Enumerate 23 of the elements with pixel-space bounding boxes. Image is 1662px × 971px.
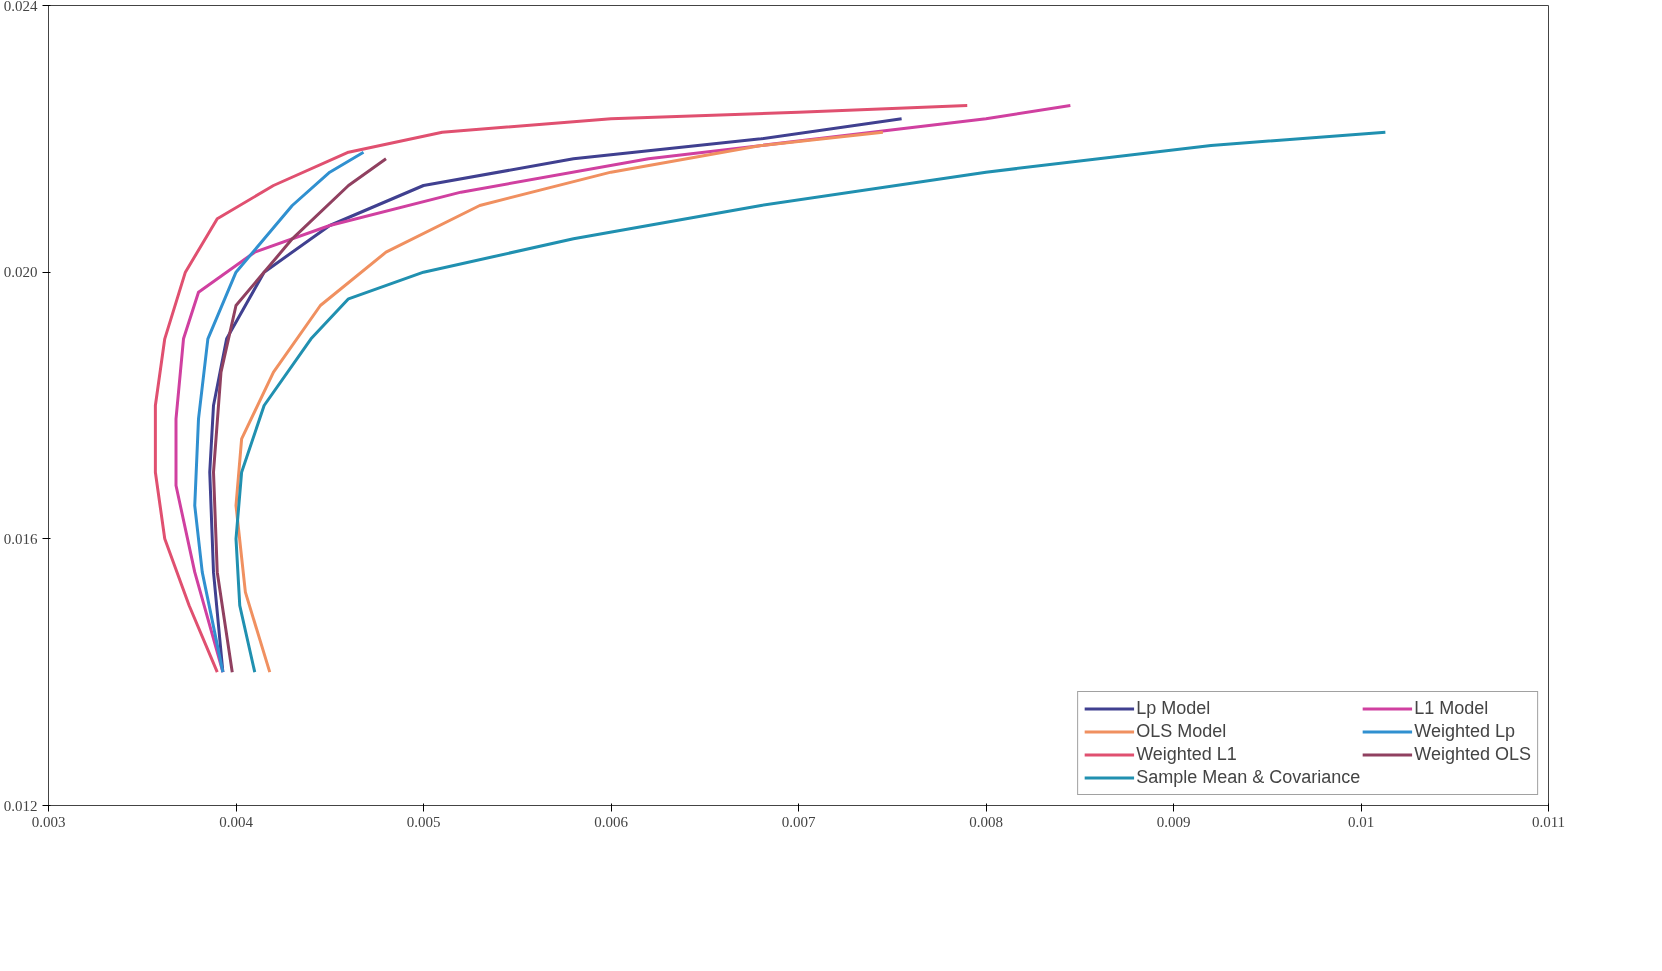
x-tick-label: 0.011 [1531,813,1566,830]
legend-label: Weighted OLS [1414,744,1531,765]
x-tick-label: 0.008 [969,813,1003,830]
x-tick-label: 0.009 [1156,813,1191,830]
legend-label: Weighted Lp [1414,721,1515,742]
legend-label: Sample Mean & Covariance [1136,767,1361,788]
x-tick-label: 0.006 [594,813,629,830]
y-tick-label: 0.012 [3,797,38,814]
legend-label: Weighted L1 [1136,744,1237,765]
legend-label: OLS Model [1136,721,1227,742]
line-series [212,157,388,674]
y-tick-label: 0.020 [3,264,38,281]
y-tick-label: 0.024 [3,0,38,14]
x-tick-label: 0.007 [781,813,816,830]
legend-label: Lp Model [1136,698,1211,719]
line-series [234,130,1387,674]
x-tick-label: 0.004 [219,813,254,830]
legend-label: L1 Model [1414,698,1489,719]
x-tick-label: 0.003 [31,813,66,830]
y-tick-label: 0.016 [3,530,38,547]
x-tick-label: 0.01 [1347,813,1375,830]
x-tick-label: 0.005 [406,813,441,830]
line-series [193,150,365,674]
